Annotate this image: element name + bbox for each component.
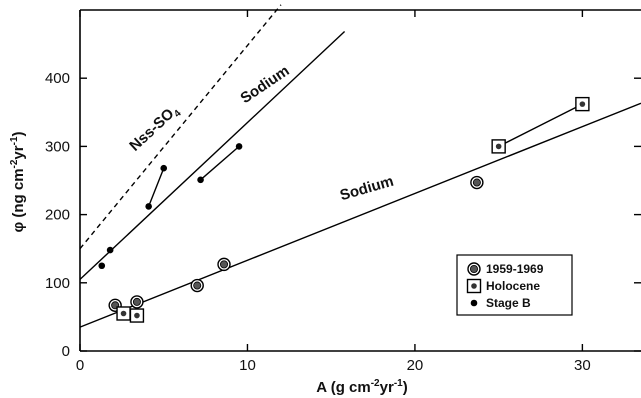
marker-dot [197,176,204,184]
legend-marker [470,299,478,307]
marker-dot [235,143,243,150]
data-point [235,143,243,150]
y-tick-label: 200 [45,207,70,224]
x-tick-label: 10 [239,357,256,374]
y-tick-label: 0 [62,343,70,360]
marker-dot [160,164,168,172]
connector-lines [148,103,583,207]
data-point [470,175,484,190]
x-tick-label: 30 [574,357,591,374]
marker-core [193,281,202,290]
legend: 1959-1969 Holocene Stage B [456,254,573,316]
legend-label: Holocene [486,279,540,293]
x-axis-title: A (g cm-2yr-1) [316,378,407,396]
data-point [217,257,231,272]
data-point [106,246,114,254]
marker-dot [145,203,152,210]
data-point [129,308,145,323]
marker-core [134,312,140,319]
data-point [116,306,131,321]
x-tick-label: 20 [407,357,424,374]
data-point [145,203,152,210]
line-annotations: Sodium Sodium Nss-SO4 [126,62,395,204]
plot-frame [79,9,641,352]
fit-lines [79,4,641,328]
legend-marker [466,278,482,294]
line-label: Sodium [237,62,292,107]
legend-label: Stage B [486,296,531,310]
marker-core [120,310,127,317]
legend-marker [467,262,481,276]
marker-core [469,264,478,273]
legend-label: 1959-1969 [486,262,544,276]
connector-line [498,103,583,148]
marker-dot [98,262,106,270]
marker-core [579,101,586,107]
y-tick-label: 300 [45,138,70,155]
data-point [491,139,506,154]
data-point [190,278,204,293]
y-tick-label: 400 [45,70,70,87]
data-point [130,295,144,309]
data-point [197,176,204,184]
sodium-fit-line [79,102,641,328]
line-label: Nss-SO4 [126,101,184,157]
connector-line [148,167,165,207]
y-axis-title: φ (ng cm-2yr-1) [9,131,27,232]
data-point [575,96,590,112]
y-tick-label: 100 [45,275,70,292]
marker-core [495,143,502,150]
marker-core [472,178,481,187]
marker-core [220,260,229,269]
data-points [98,96,590,323]
marker-dot [106,246,114,254]
sodium-fit-line [79,31,346,280]
connector-line [200,145,240,181]
x-tick-label: 0 [76,357,84,374]
data-point [98,262,106,270]
line-label: Sodium [338,173,396,205]
marker-core [471,283,477,289]
nss-so4-line [79,4,282,250]
data-point [160,164,168,172]
marker-core [132,297,141,306]
marker-dot [470,299,478,307]
